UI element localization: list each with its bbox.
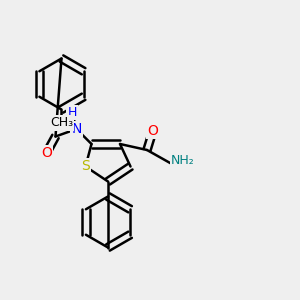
Text: O: O (41, 146, 52, 160)
Text: N: N (71, 122, 82, 136)
Text: H: H (67, 106, 77, 119)
Text: NH₂: NH₂ (171, 154, 195, 167)
Text: S: S (81, 160, 90, 173)
Text: CH₃: CH₃ (50, 116, 73, 130)
Text: O: O (148, 124, 158, 137)
